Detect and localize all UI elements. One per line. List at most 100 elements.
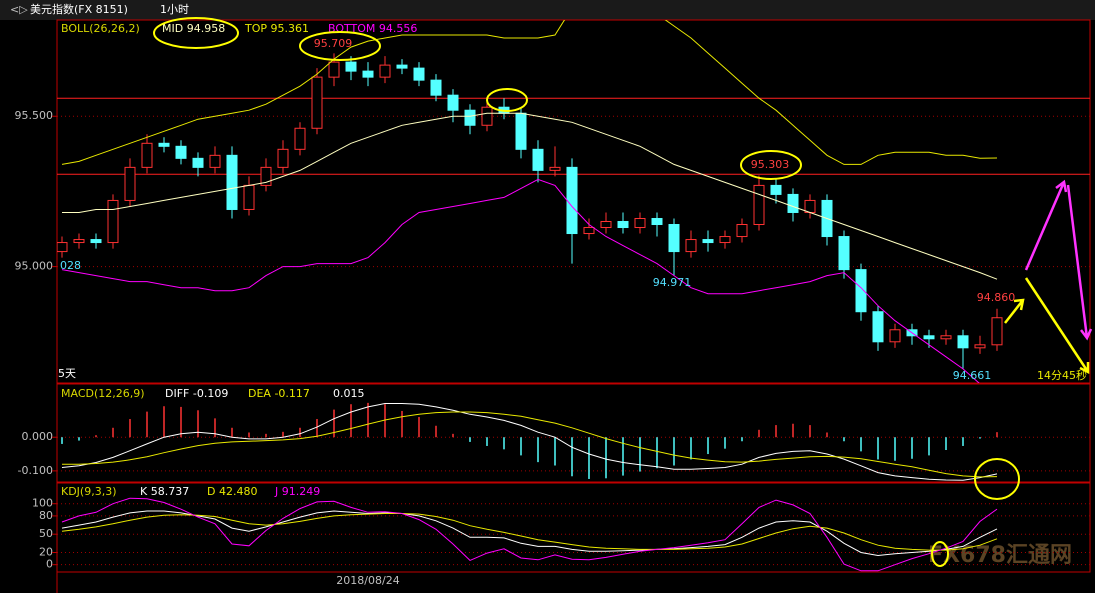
- arrow: [1004, 298, 1025, 324]
- candle-body: [668, 224, 680, 253]
- legend-entry: DEA -0.117: [248, 387, 310, 400]
- arrow: [1066, 184, 1093, 341]
- indicator-label: KDJ(9,3,3): [61, 485, 117, 498]
- candle-body: [141, 142, 153, 168]
- candle-body: [651, 217, 663, 226]
- candle-body: [464, 109, 476, 126]
- candle-body: [226, 154, 238, 210]
- symbol-title: 美元指数(FX 8151): [30, 2, 128, 16]
- candle-body: [583, 227, 595, 235]
- legend-entry: TOP 95.361: [244, 22, 309, 35]
- legend-entry: J 91.249: [274, 485, 320, 498]
- annotation: 95.709: [314, 37, 353, 50]
- candle-body: [515, 112, 527, 150]
- candle-body: [532, 148, 544, 171]
- candle-body: [90, 239, 102, 244]
- candle-body: [294, 127, 306, 150]
- ellipse: [153, 17, 239, 49]
- candle-body: [277, 148, 289, 168]
- indicator-line: [61, 513, 998, 551]
- candle-body: [379, 64, 391, 78]
- period[interactable]: 1小时: [160, 3, 189, 16]
- legend-entry: BOTTOM 94.556: [328, 22, 417, 35]
- candle-body: [770, 184, 782, 195]
- candle-body: [940, 335, 952, 340]
- candle-body: [719, 236, 731, 244]
- candle-body: [787, 193, 799, 213]
- indicator-line: [62, 112, 998, 280]
- panel-marks: [57, 20, 1090, 383]
- candle-body: [753, 184, 765, 226]
- candle-body: [328, 61, 340, 78]
- nav-icons[interactable]: <▷: [10, 3, 28, 16]
- indicator-line: [61, 403, 998, 481]
- candle-body: [923, 335, 935, 340]
- candle-body: [736, 224, 748, 238]
- candle-body: [549, 166, 561, 171]
- candle-body: [974, 344, 986, 349]
- candle-body: [362, 70, 374, 78]
- legend-entry: K 58.737: [140, 485, 189, 498]
- y-tick-label: -0.100: [18, 464, 53, 477]
- candle-body: [957, 335, 969, 349]
- annotation: 5天: [58, 367, 76, 380]
- indicator-label: MACD(12,26,9): [61, 387, 145, 400]
- ellipse: [974, 458, 1020, 500]
- candle-body: [702, 239, 714, 244]
- candle-body: [447, 94, 459, 111]
- candle-body: [838, 236, 850, 271]
- candle-body: [158, 142, 170, 147]
- candle-body: [872, 311, 884, 343]
- candle-body: [57, 242, 68, 253]
- candle-body: [430, 79, 442, 96]
- ellipse: [299, 31, 381, 61]
- candle-body: [855, 269, 867, 313]
- candle-body: [73, 239, 85, 244]
- candle-body: [311, 76, 323, 129]
- ellipse: [740, 150, 802, 180]
- indicator-label: BOLL(26,26,2): [61, 22, 140, 35]
- candle-body: [413, 67, 425, 81]
- candle-body: [192, 157, 204, 168]
- indicator-line: [61, 497, 998, 572]
- y-tick-label: 20: [39, 545, 53, 558]
- legend-entry: D 42.480: [207, 485, 257, 498]
- candle-body: [107, 199, 119, 244]
- annotation: 94.971: [653, 276, 692, 289]
- candle-body: [481, 106, 493, 126]
- candle-body: [260, 166, 272, 186]
- candle-body: [600, 220, 612, 229]
- candle-body: [804, 199, 816, 213]
- date-label: 2018/08/24: [336, 574, 399, 587]
- y-tick-label: 95.000: [15, 260, 54, 273]
- annotation: 94.661: [953, 369, 992, 382]
- candle-body: [617, 220, 629, 229]
- panel-marks: [57, 497, 1090, 572]
- candle-body: [685, 239, 697, 253]
- candle-body: [209, 154, 221, 168]
- candle-body: [396, 64, 408, 69]
- candle-body: [175, 145, 187, 159]
- arrow: [1024, 179, 1068, 271]
- highlights: [153, 17, 1020, 567]
- candle-body: [889, 329, 901, 343]
- arrows: [1004, 179, 1093, 375]
- candle-body: [345, 61, 357, 72]
- candle-body: [634, 217, 646, 229]
- indicator-line: [62, 411, 998, 478]
- legend-entry: DIFF -0.109: [165, 387, 228, 400]
- arrow: [1024, 277, 1090, 375]
- annotation: 95.303: [751, 158, 790, 171]
- title-bar: [0, 0, 1095, 20]
- annotation: 94.860: [977, 291, 1016, 304]
- ellipse: [486, 88, 528, 112]
- legend-entry: 0.015: [333, 387, 365, 400]
- y-tick-label: 100: [32, 497, 53, 510]
- annotation: 028: [60, 259, 81, 272]
- watermark: FX678汇通网: [928, 543, 1072, 568]
- y-tick-label: 80: [39, 509, 53, 522]
- y-tick-label: 95.500: [15, 109, 54, 122]
- legend-entry: MID 94.958: [162, 22, 225, 35]
